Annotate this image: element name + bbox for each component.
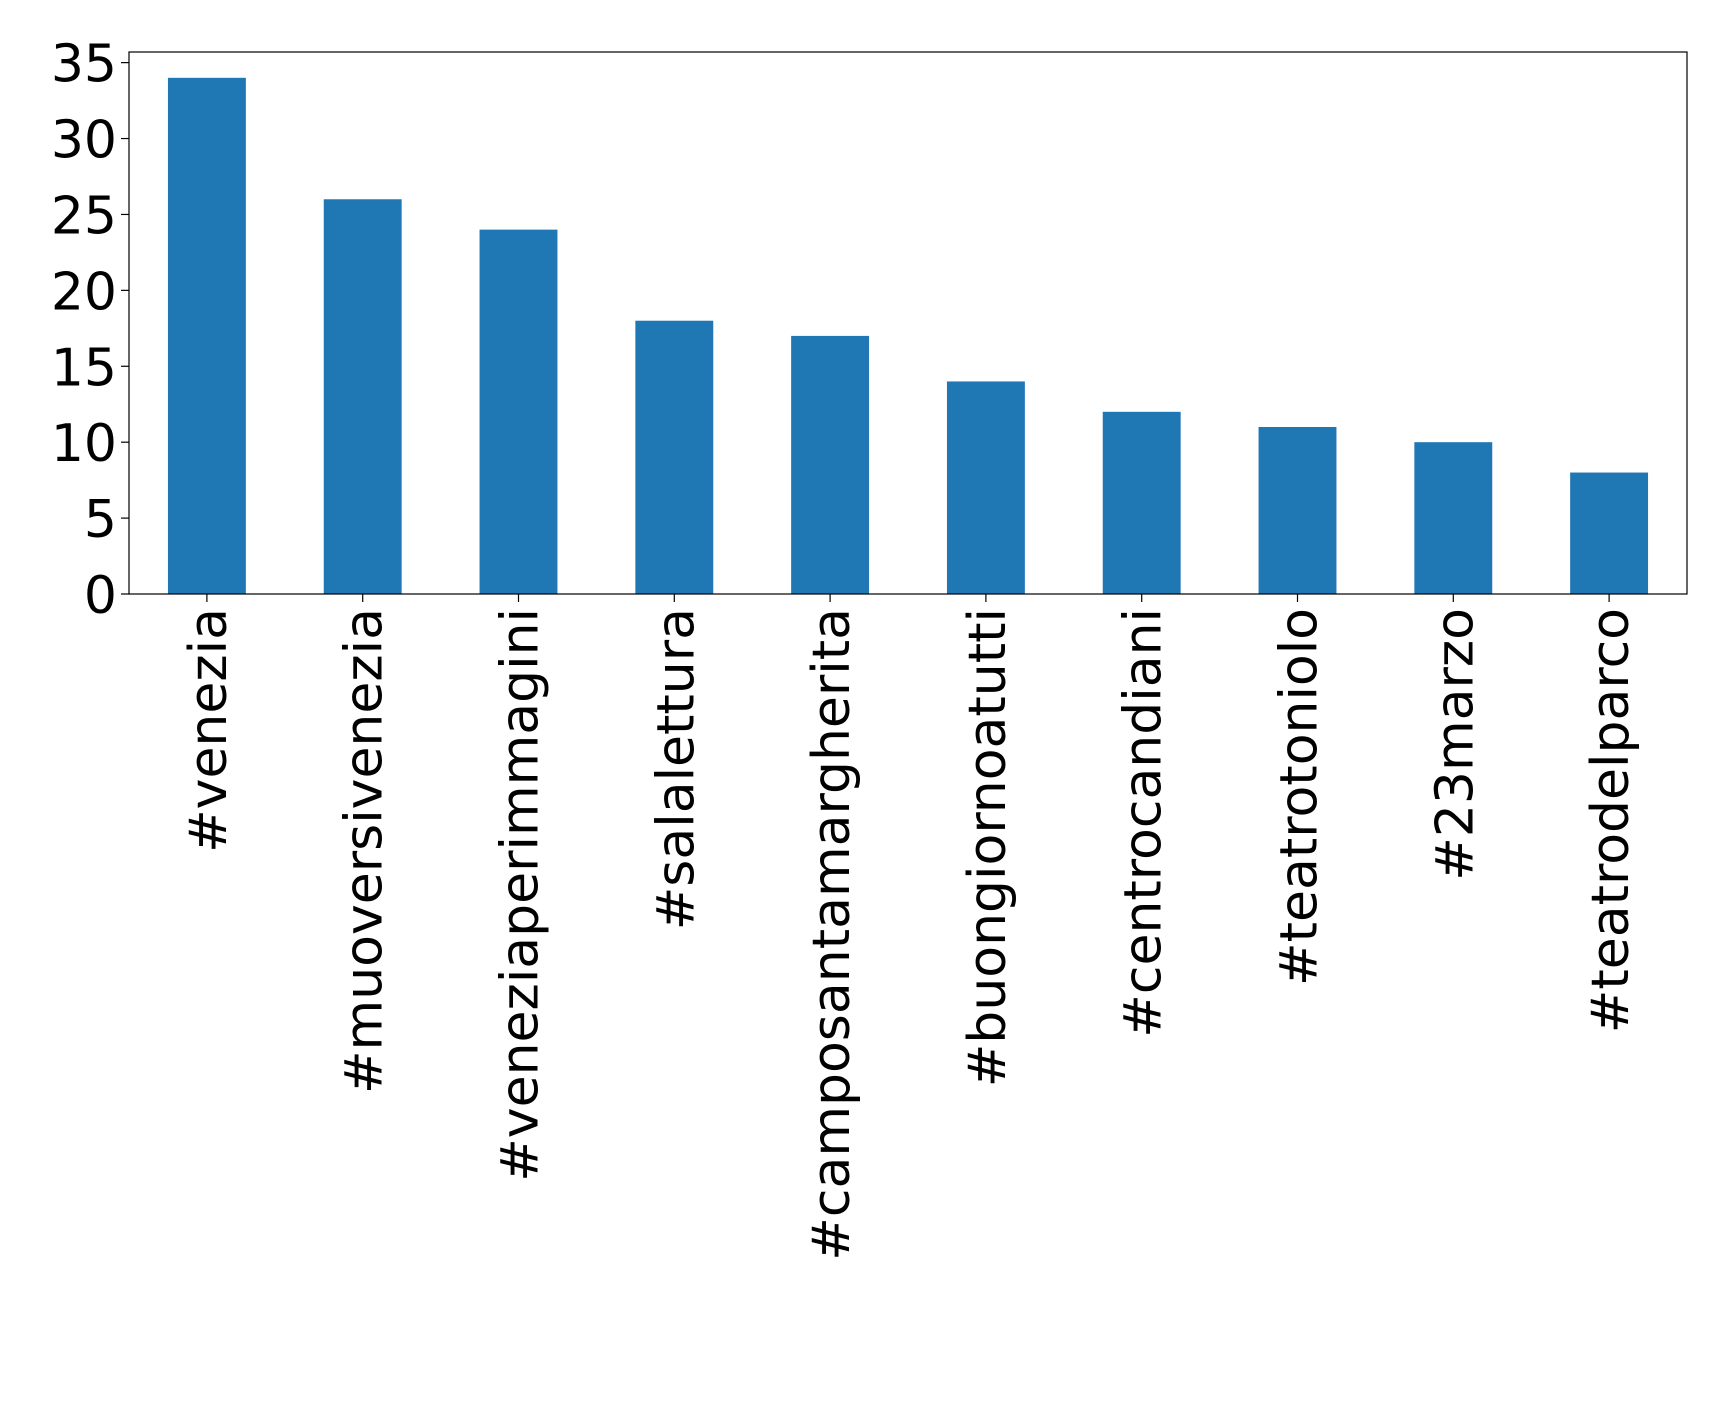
x-tick-label: #venezia — [179, 608, 239, 853]
bar — [791, 335, 870, 594]
x-tick-label: #camposantamargherita — [802, 608, 862, 1261]
bar — [635, 320, 714, 594]
y-tick-label: 15 — [51, 338, 117, 398]
bar — [1102, 411, 1181, 594]
y-tick-label: 5 — [84, 490, 117, 550]
bar — [1258, 426, 1337, 594]
x-tick-label: #centrocandiani — [1114, 608, 1174, 1038]
x-tick-label: #veneziaperimmagini — [491, 608, 551, 1182]
x-tick-label: #buongiornoatutti — [958, 608, 1018, 1087]
bar — [479, 229, 558, 594]
x-tick-label: #muoversivenezia — [335, 608, 395, 1094]
bar — [1570, 472, 1649, 594]
x-tick-label: #23marzo — [1425, 608, 1485, 881]
y-tick-label: 30 — [51, 111, 117, 171]
plot-frame — [128, 51, 1688, 595]
y-tick-label: 0 — [84, 566, 117, 626]
y-tick-label: 35 — [51, 35, 117, 95]
bar — [323, 199, 402, 594]
x-tick-label: #teatrotoniolo — [1270, 608, 1330, 986]
y-tick-label: 10 — [51, 414, 117, 474]
y-tick-label: 20 — [51, 262, 117, 322]
bar — [1414, 442, 1493, 594]
y-tick-label: 25 — [51, 186, 117, 246]
x-tick-label: #teatrodelparco — [1581, 608, 1641, 1033]
bar — [167, 77, 246, 595]
x-tick-label: #salalettura — [646, 608, 706, 930]
bar — [946, 381, 1025, 594]
